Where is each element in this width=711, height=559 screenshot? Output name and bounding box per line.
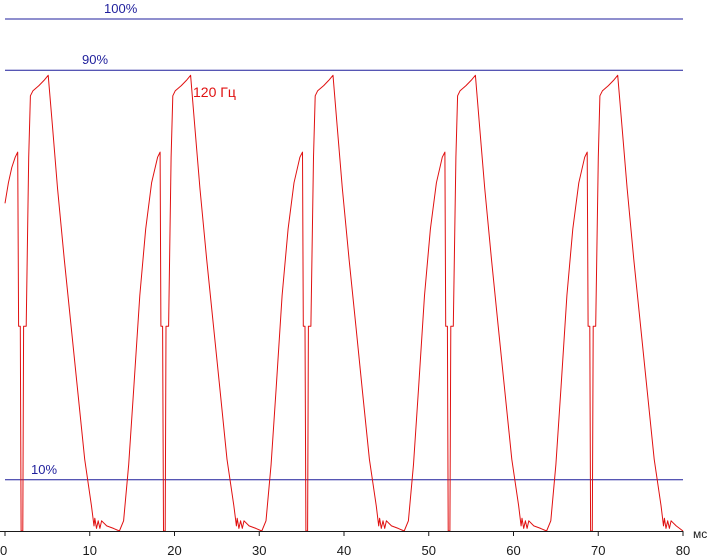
- series-label-120hz: 120 Гц: [193, 84, 236, 100]
- reference-lines: 100% 90% 10%: [5, 1, 683, 481]
- reference-label-90: 90%: [82, 52, 108, 67]
- x-axis-unit-label: мс: [693, 527, 707, 541]
- series-line-0: [4, 74, 684, 532]
- x-tick-label-70: 70: [591, 543, 605, 558]
- x-axis: 0 10 20 30 40 50 60 70 80: [0, 531, 690, 558]
- x-tick-label-0: 0: [0, 543, 7, 558]
- x-tick-label-50: 50: [422, 543, 436, 558]
- series-layer: [4, 74, 684, 532]
- reference-label-100: 100%: [104, 1, 138, 16]
- x-tick-label-20: 20: [167, 543, 181, 558]
- x-tick-label-40: 40: [337, 543, 351, 558]
- x-tick-label-10: 10: [83, 543, 97, 558]
- x-tick-label-30: 30: [252, 543, 266, 558]
- reference-label-10: 10%: [31, 462, 57, 477]
- x-tick-label-80: 80: [676, 543, 690, 558]
- x-tick-label-60: 60: [506, 543, 520, 558]
